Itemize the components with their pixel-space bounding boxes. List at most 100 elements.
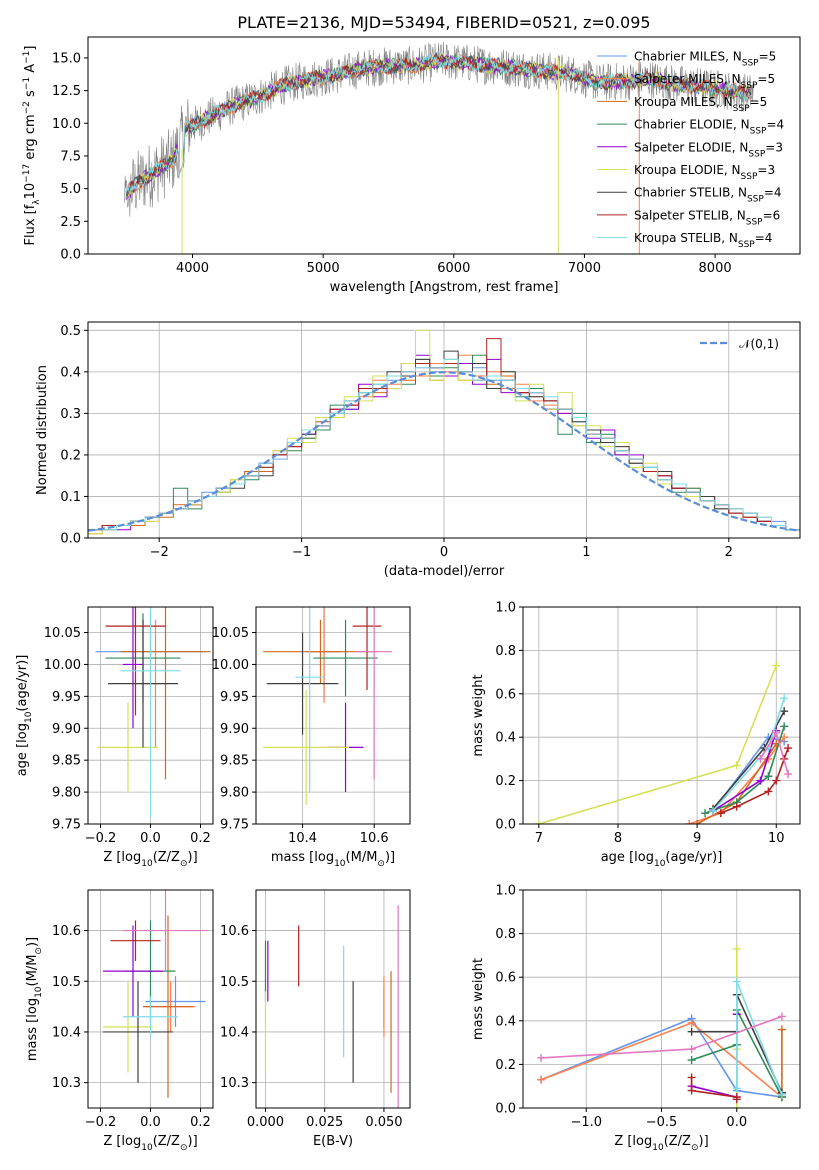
mass-weight-marker: [687, 1045, 696, 1054]
y-tick-label: 0.2: [495, 774, 516, 789]
gaussian-curve: [88, 371, 800, 532]
x-tick-label: 0.0: [140, 1115, 161, 1130]
spectrum-x-axis-label: wavelength [Angstrom, rest frame]: [330, 280, 559, 295]
y-tick-label: 10.4: [220, 1025, 249, 1040]
histogram-legend: 𝒩(0,1): [700, 337, 779, 351]
y-tick-label: 0.0: [60, 248, 81, 263]
mass-weight-marker: [772, 776, 781, 785]
x-tick-label: 0.0: [140, 831, 161, 846]
mass-weight-marker: [732, 1095, 741, 1104]
y-tick-label: 0.0: [495, 818, 516, 833]
y-tick-label: 0.3: [60, 407, 81, 422]
x-tick-label: 0.050: [365, 1115, 402, 1130]
spectrum-marks: [124, 41, 755, 254]
age_vs_mass-frame: [255, 606, 411, 825]
spectrum-model-line: [125, 53, 752, 199]
y-tick-label: 0.6: [495, 687, 516, 702]
y-tick-label: 9.75: [52, 818, 81, 833]
mass_vs_z-panel: −0.2 0.0 0.2 10.3 10.4 10.5 10.6 Z [log10(Z/Z⊙)…: [25, 889, 214, 1153]
y-tick-label: 0.0: [60, 532, 81, 547]
y-tick-label: 0.0: [495, 1102, 516, 1117]
histogram-frame: [87, 321, 801, 539]
mass_vs_ebv-marks: [264, 905, 399, 1108]
y-tick-label: 0.4: [60, 365, 81, 380]
mass-weight-marker: [534, 820, 543, 824]
mass-weight-marker: [687, 1056, 696, 1065]
legend-label: Kroupa STELIB, NSSP=4: [634, 231, 772, 250]
x-tick-label: 0.2: [190, 1115, 211, 1130]
y-tick-label: 0.4: [495, 1014, 516, 1029]
y-tick-label: 10.00: [212, 658, 249, 673]
spectrum-panel: 4000 5000 6000 7000 8000 0.0 2.5 5.0 7.5 10.0 12.5…: [22, 36, 801, 295]
mass_vs_z-x-axis-label: Z [log10(Z/Z⊙)]: [103, 1134, 197, 1153]
y-tick-label: 0.6: [495, 971, 516, 986]
spectrum-model-line: [125, 53, 752, 192]
weight_vs_age-marks: [534, 661, 793, 824]
y-tick-label: 9.85: [52, 754, 81, 769]
y-tick-label: 1.0: [495, 884, 516, 899]
mass-weight-line: [704, 726, 785, 814]
mass-weight-marker: [701, 809, 710, 818]
mass-weight-marker: [687, 1027, 696, 1036]
x-tick-label: 10: [768, 831, 785, 846]
y-tick-label: 9.75: [220, 818, 249, 833]
x-tick-label: −0.2: [85, 1115, 117, 1130]
legend-label: 𝒩(0,1): [739, 337, 779, 351]
x-tick-label: 9: [693, 831, 701, 846]
x-tick-label: 6000: [437, 261, 470, 276]
mass-weight-marker: [708, 806, 717, 815]
x-tick-label: −0.5: [646, 1115, 678, 1130]
x-tick-label: 0.025: [306, 1115, 343, 1130]
y-tick-label: 10.6: [220, 924, 249, 939]
weight_vs_z-x-axis-label: Z [log10(Z/Z⊙)]: [614, 1134, 708, 1153]
spectrum-frame: [87, 36, 801, 255]
y-tick-label: 10.5: [220, 975, 249, 990]
x-tick-label: 8: [614, 831, 622, 846]
weight_vs_z-panel: −1.0 −0.5 0.0 0.0 0.2 0.4 0.6 0.8 1.0 Z [log10(Z/…: [471, 884, 801, 1153]
mass-weight-marker: [784, 770, 793, 779]
weight_vs_z-frame: [522, 889, 801, 1109]
y-tick-label: 15.0: [52, 51, 81, 66]
histogram-y-axis-label: Normed distribution: [35, 365, 50, 495]
y-tick-label: 0.8: [495, 644, 516, 659]
mass-weight-marker: [780, 722, 789, 731]
x-tick-label: −2: [150, 545, 169, 560]
y-tick-label: 9.90: [52, 722, 81, 737]
mass-weight-marker: [777, 1090, 786, 1099]
y-tick-label: 9.80: [52, 786, 81, 801]
y-tick-label: 1.0: [495, 601, 516, 616]
weight_vs_z-y-axis-label: mass weight: [471, 958, 486, 1040]
x-tick-label: 0: [440, 545, 448, 560]
mass-weight-marker: [756, 776, 765, 785]
mass-weight-marker: [772, 728, 781, 737]
y-tick-label: 10.0: [52, 117, 81, 132]
x-tick-label: 10.4: [288, 831, 317, 846]
mass-weight-marker: [687, 1073, 696, 1082]
x-tick-label: −1.0: [570, 1115, 602, 1130]
y-tick-label: 9.95: [220, 690, 249, 705]
spectrum-model-line: [125, 53, 752, 193]
mass-weight-line: [688, 736, 785, 824]
x-tick-label: 7000: [568, 261, 601, 276]
y-tick-label: 7.5: [60, 149, 81, 164]
y-tick-label: 9.85: [220, 754, 249, 769]
x-tick-label: 0.2: [190, 831, 211, 846]
mass_vs_ebv-x-axis-label: E(B-V): [313, 1134, 353, 1149]
mass-weight-marker: [732, 761, 741, 770]
mass-weight-marker: [732, 977, 741, 986]
histogram-panel: −2 −1 0 1 2 0.0 0.1 0.2 0.3 0.4 0.5 (data-model)/er…: [35, 321, 801, 579]
age_vs_z-panel: −0.2 0.0 0.2 9.75 9.80 9.85 9.90 9.95 10.00 10.05…: [15, 606, 214, 869]
y-tick-label: 0.2: [60, 448, 81, 463]
y-tick-label: 9.80: [220, 786, 249, 801]
x-tick-label: 2: [725, 545, 733, 560]
mass-weight-marker: [777, 1012, 786, 1021]
y-tick-label: 10.4: [52, 1025, 81, 1040]
mass-weight-marker: [687, 1018, 696, 1027]
x-tick-label: −1: [292, 545, 311, 560]
age_vs_z-y-axis-label: age [log10(age/yr)]: [15, 655, 34, 777]
mass-weight-marker: [716, 809, 725, 818]
x-tick-label: 7: [535, 831, 543, 846]
mass_vs_z-y-axis-label: mass [log10(M/M⊙)]: [25, 937, 44, 1061]
legend-label: Kroupa MILES, NSSP=5: [634, 95, 767, 114]
